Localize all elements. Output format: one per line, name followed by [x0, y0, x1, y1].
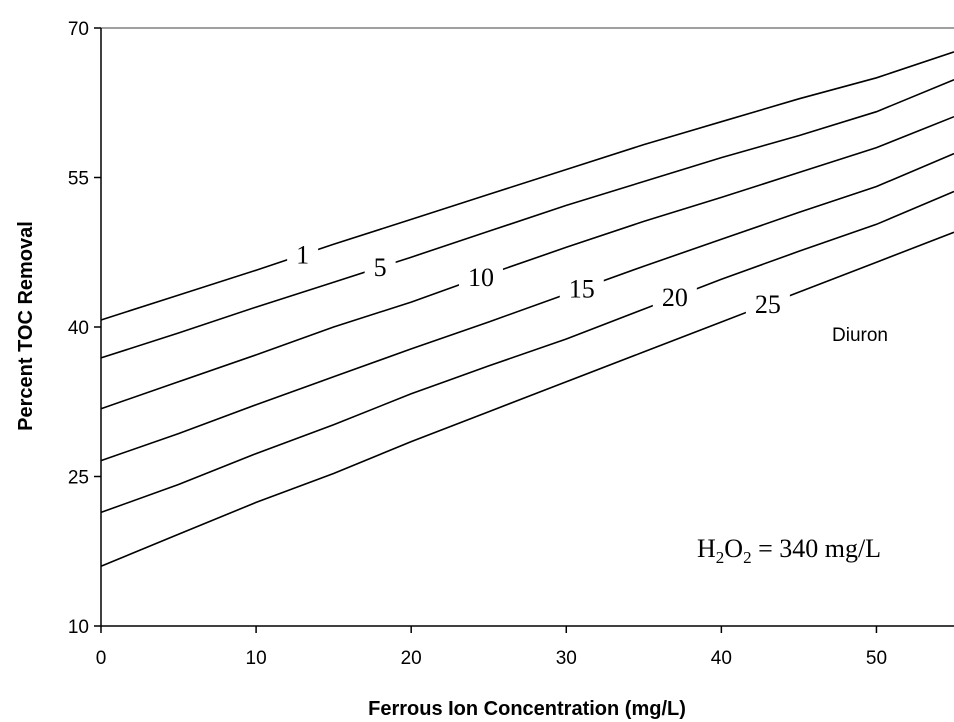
contour-label-mask [458, 262, 503, 291]
y-axis-title: Percent TOC Removal [15, 221, 37, 431]
x-tick-label: 40 [711, 648, 732, 669]
y-tick-label: 25 [68, 468, 89, 489]
contour-line-1 [100, 51, 954, 321]
x-tick-label: 30 [556, 648, 577, 669]
y-tick-label: 40 [68, 318, 89, 339]
contour-label-mask [652, 283, 697, 312]
y-tick-label: 55 [68, 169, 89, 190]
condition-prefix: H [697, 534, 716, 563]
contour-label-mask [364, 253, 396, 282]
contour-line-15 [100, 152, 954, 462]
condition-middle: O [724, 534, 743, 563]
x-tick-label: 50 [866, 648, 887, 669]
condition-subscript-1: 2 [716, 548, 725, 567]
contour-label-20: 20 [662, 283, 688, 312]
contour-label-25: 25 [755, 290, 781, 319]
y-axis-ticks: 10 25 40 55 70 [68, 19, 101, 638]
x-tick-label: 0 [96, 648, 107, 669]
x-tick-label: 20 [401, 648, 422, 669]
contour-line-25 [100, 231, 954, 567]
contour-line-20 [100, 190, 954, 514]
series-lines [100, 51, 954, 567]
contour-label-15: 15 [569, 275, 595, 304]
contour-label-mask [287, 240, 319, 269]
x-axis-ticks: 0 10 20 30 40 50 [96, 626, 887, 669]
contour-line-5 [100, 79, 954, 359]
contour-label-10: 10 [468, 263, 494, 292]
contour-label-mask [745, 290, 790, 319]
x-tick-label: 10 [246, 648, 267, 669]
y-tick-label: 70 [68, 19, 89, 40]
compound-annotation: Diuron [832, 325, 888, 346]
contour-label-5: 5 [374, 253, 387, 282]
contour-label-mask [559, 274, 604, 303]
y-tick-label: 10 [68, 617, 89, 638]
series-labels: 1 5 10 15 20 25 [287, 240, 790, 319]
contour-line-10 [100, 115, 954, 410]
condition-subscript-2: 2 [743, 548, 752, 567]
contour-label-1: 1 [296, 241, 309, 270]
condition-annotation: H2O2 = 340 mg/L [697, 534, 881, 567]
condition-value: = 340 mg/L [752, 534, 882, 563]
x-axis-title: Ferrous Ion Concentration (mg/L) [368, 698, 686, 720]
